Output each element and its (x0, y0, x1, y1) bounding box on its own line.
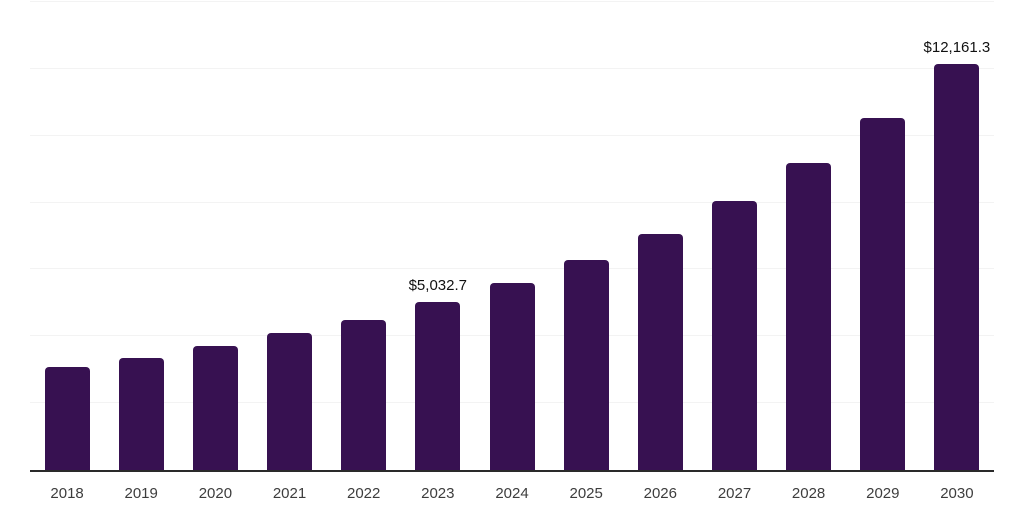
gridline (30, 201, 994, 203)
x-axis-label-2030: 2030 (940, 485, 974, 502)
data-label-2023: $5,032.7 (408, 276, 467, 294)
x-axis-label-2021: 2021 (272, 485, 307, 502)
bar-2026[interactable] (637, 234, 683, 470)
gridline (30, 134, 994, 136)
x-axis-label-2028: 2028 (791, 485, 826, 502)
x-axis-label-2023: 2023 (421, 485, 455, 502)
bar-2024[interactable] (489, 282, 535, 470)
bar-2023[interactable] (415, 301, 461, 470)
x-axis: 2018 2019 2020 2021 2022 2023 2024 2025 2026 2027… (30, 472, 994, 512)
x-axis-label-2019: 2019 (124, 485, 158, 502)
x-axis-label-2024: 2024 (495, 485, 529, 502)
gridline (30, 268, 994, 270)
bar-2028[interactable] (786, 163, 832, 470)
x-axis-label-2029: 2029 (866, 485, 900, 502)
x-axis-label-2018: 2018 (50, 485, 84, 502)
bar-2027[interactable] (712, 201, 757, 470)
bar-2030[interactable] (934, 63, 980, 470)
bar-2022[interactable] (341, 319, 387, 470)
x-axis-label-2026: 2026 (643, 485, 677, 502)
x-axis-label-2027: 2027 (717, 485, 752, 502)
plot-area: $5,032.7 $12,161.3 (30, 1, 994, 472)
bar-2029[interactable] (860, 118, 906, 470)
x-axis-label-2020: 2020 (198, 485, 233, 502)
x-axis-label-2025: 2025 (569, 485, 603, 502)
bar-2019[interactable] (118, 358, 164, 470)
data-label-2030: $12,161.3 (923, 38, 991, 56)
bar-2021[interactable] (267, 333, 312, 470)
bar-2018[interactable] (44, 367, 90, 470)
gridline (30, 1, 994, 2)
x-axis-label-2022: 2022 (347, 485, 381, 502)
bar-2020[interactable] (192, 346, 238, 470)
gridline (30, 67, 994, 69)
bar-2025[interactable] (563, 259, 609, 470)
